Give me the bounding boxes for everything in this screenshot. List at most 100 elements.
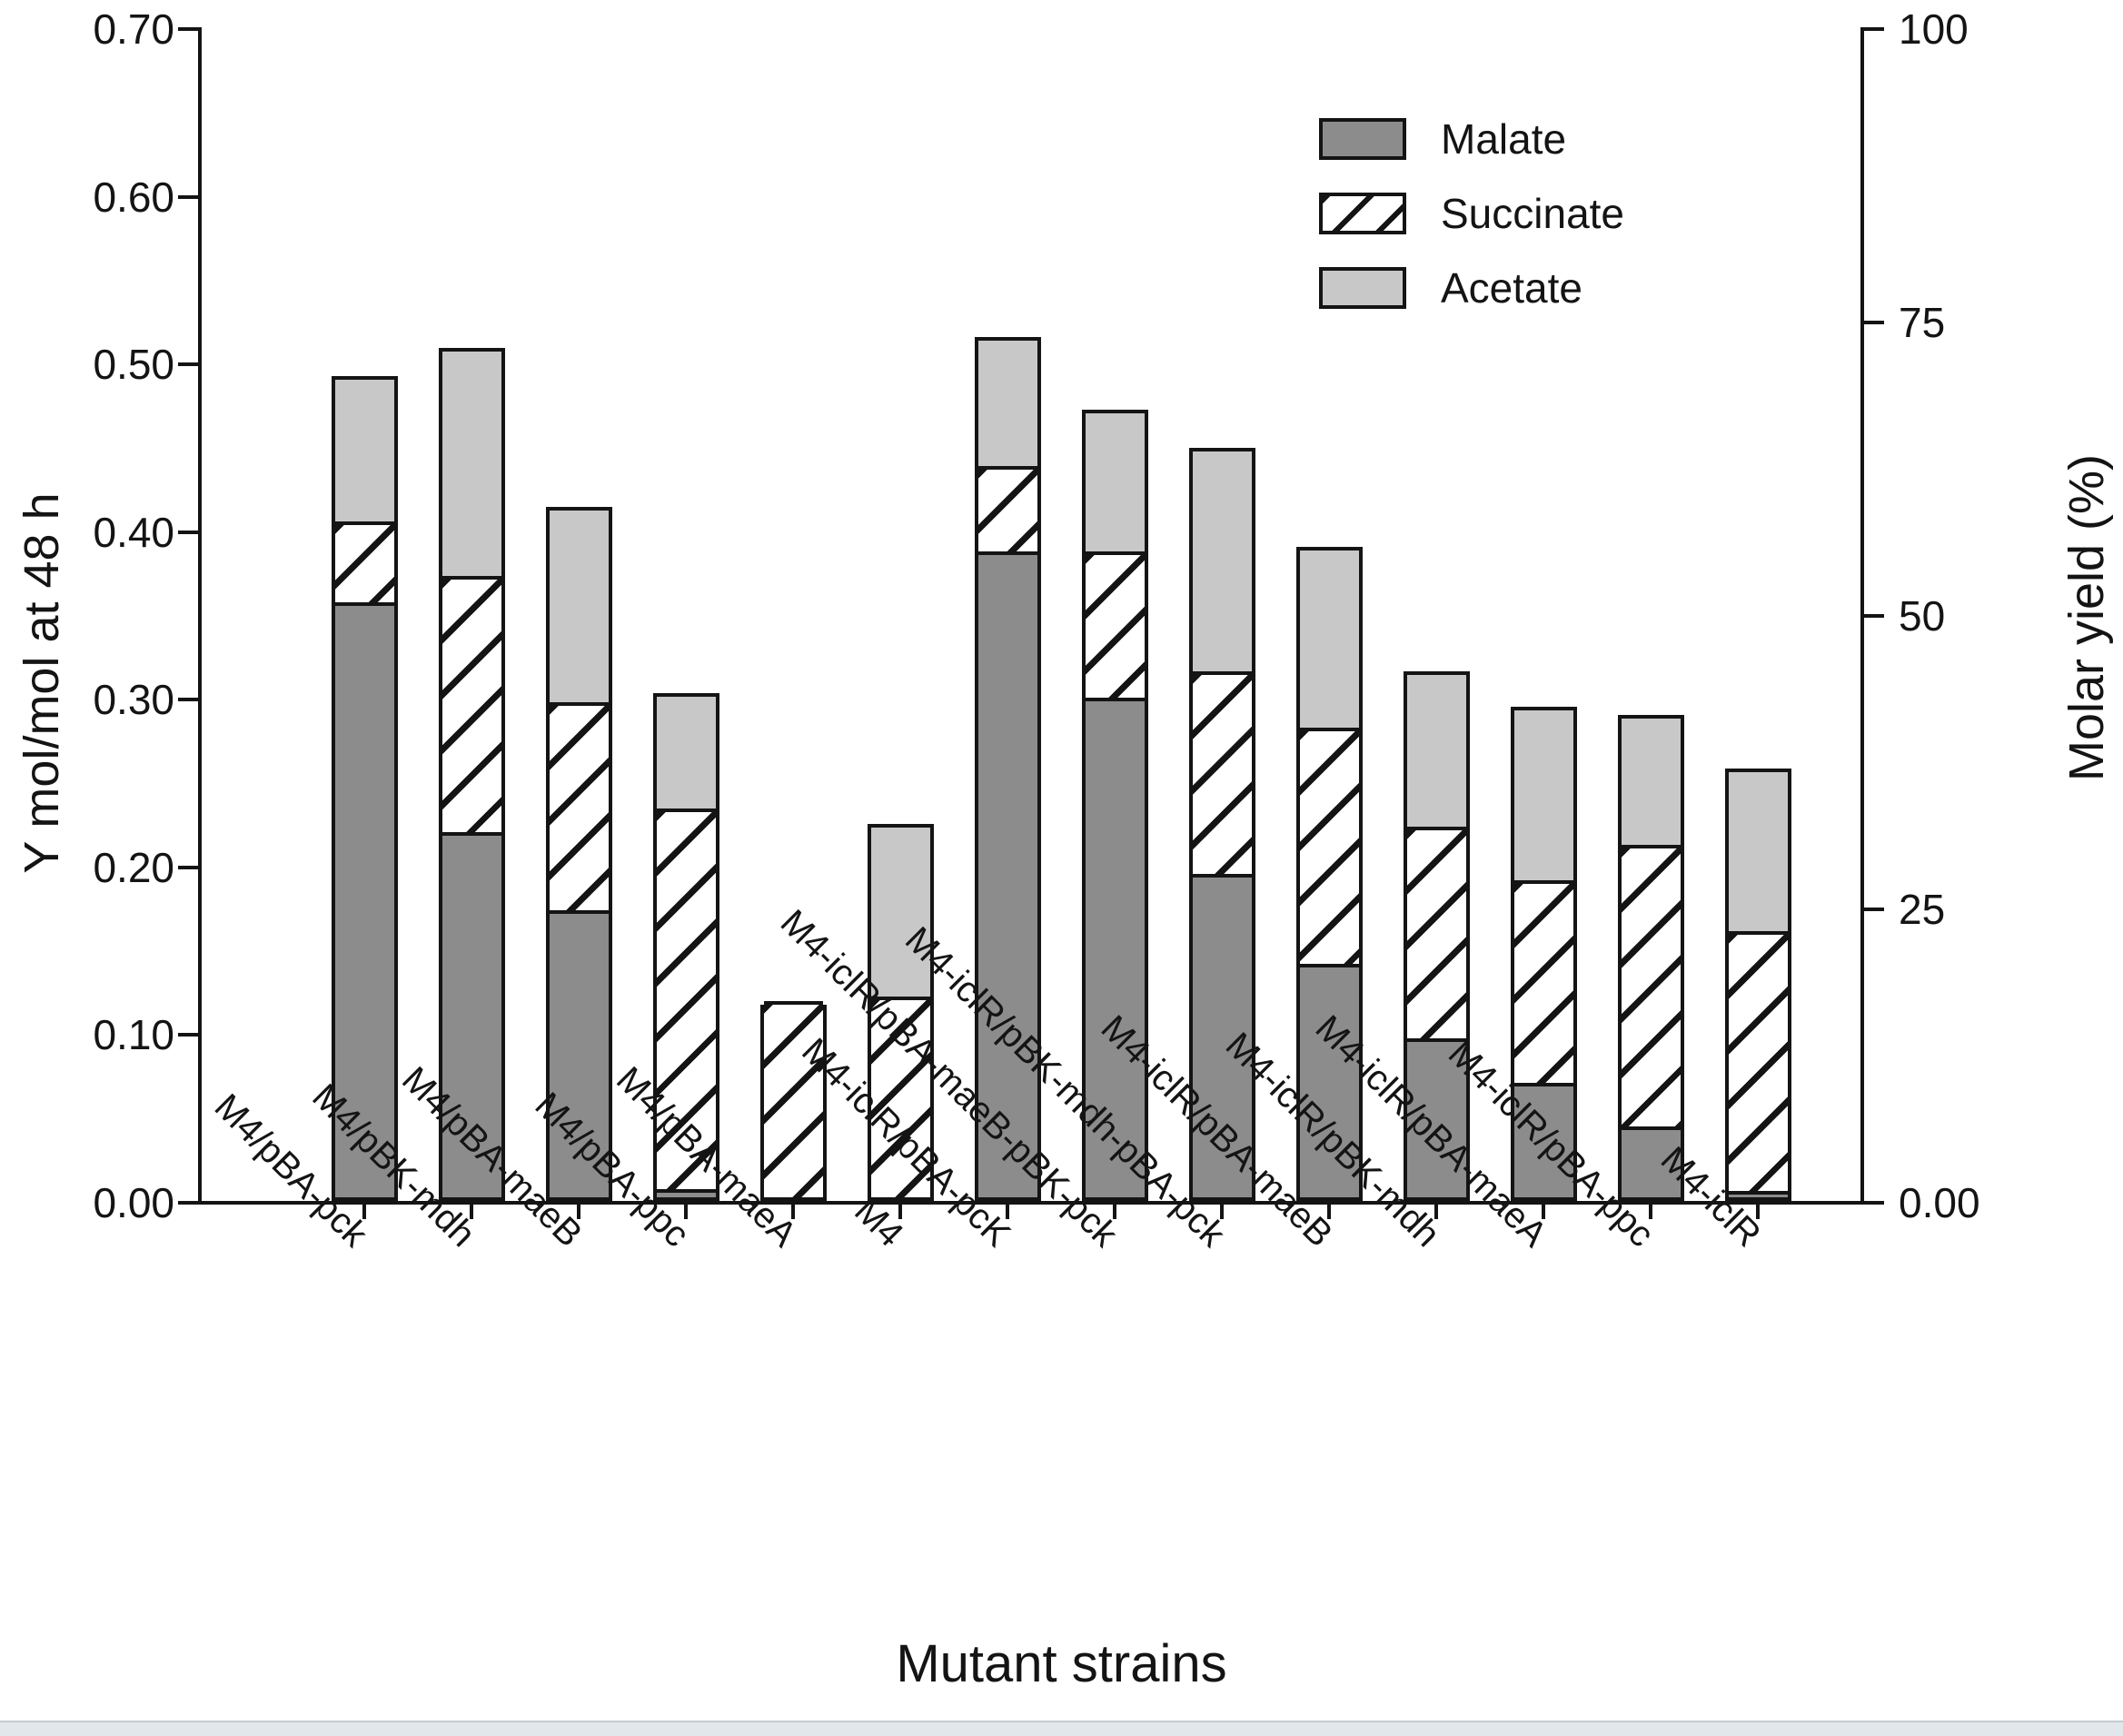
y-right-tick-label: 75	[1899, 299, 1946, 346]
segment-malate	[1407, 1038, 1466, 1197]
x-tick	[791, 1201, 795, 1219]
segment-succinate	[978, 466, 1037, 551]
segment-malate	[978, 551, 1037, 1197]
segment-succinate	[1407, 827, 1466, 1038]
segment-malate	[1193, 874, 1252, 1197]
bar-M4/pBK-mdh	[439, 348, 505, 1201]
x-tick	[1649, 1201, 1652, 1219]
y-right-tick	[1864, 1201, 1884, 1205]
left-axis-title: Y mol/mol at 48 h	[15, 492, 69, 874]
x-tick	[470, 1201, 473, 1219]
bar-M4-iclR/pBK-mdh	[1404, 671, 1470, 1201]
segment-malate	[657, 1189, 716, 1197]
segment-acetate	[1407, 675, 1466, 827]
segment-succinate	[764, 1001, 823, 1197]
bottom-axis-spine	[198, 1201, 1864, 1205]
legend-label: Succinate	[1441, 190, 1625, 237]
segment-malate	[1622, 1126, 1681, 1197]
y-right-tick-label: 0.00	[1899, 1179, 1980, 1226]
x-tick	[1006, 1201, 1009, 1219]
y-left-tick	[178, 1201, 198, 1205]
y-right-tick-label: 100	[1899, 5, 1969, 53]
x-tick	[1327, 1201, 1331, 1219]
y-right-tick	[1864, 908, 1884, 911]
bar-M4-iclR/pBA-ppc	[1618, 715, 1684, 1201]
segment-succinate	[1193, 671, 1252, 874]
segment-malate	[1729, 1191, 1788, 1197]
bar-M4/pBA-pck	[332, 376, 398, 1201]
y-left-tick	[178, 698, 198, 701]
y-right-tick-label: 50	[1899, 592, 1946, 640]
bar-M4-iclR/pBK-mdh-pBA-pck	[1189, 448, 1255, 1201]
x-tick	[684, 1201, 688, 1219]
legend-label: Malate	[1441, 115, 1567, 163]
y-left-tick	[178, 195, 198, 199]
bar-M4-iclR/pBA-pcK	[975, 337, 1041, 1201]
y-left-tick	[178, 866, 198, 869]
y-left-tick-label: 0.50	[93, 341, 174, 388]
bar-M4	[868, 824, 934, 1201]
chart-legend: Malate Succinate Acetate	[1319, 114, 1624, 312]
segment-malate	[442, 832, 501, 1197]
x-tick	[577, 1201, 580, 1219]
segment-acetate	[1086, 413, 1145, 551]
segment-acetate	[871, 828, 930, 997]
segment-acetate	[1622, 719, 1681, 845]
legend-swatch-solid-dark	[1319, 118, 1406, 160]
segment-acetate	[1514, 710, 1573, 880]
legend-item-malate: Malate	[1319, 114, 1624, 164]
y-left-tick-label: 0.00	[93, 1179, 174, 1226]
legend-swatch-hatched	[1319, 193, 1406, 234]
bar-M4-iclR/pBA-maeB	[1296, 547, 1363, 1201]
segment-succinate	[1086, 551, 1145, 698]
segment-malate	[335, 602, 394, 1197]
segment-succinate	[550, 702, 609, 910]
y-left-tick-label: 0.70	[93, 5, 174, 53]
segment-succinate	[871, 997, 930, 1197]
segment-succinate	[1622, 845, 1681, 1126]
bar-M4-iclR/pBA-maeA	[1511, 707, 1577, 1201]
x-tick	[1220, 1201, 1224, 1219]
segment-succinate	[1729, 931, 1788, 1191]
y-left-tick-label: 0.10	[93, 1011, 174, 1058]
y-right-tick	[1864, 27, 1884, 31]
segment-succinate	[657, 808, 716, 1189]
x-tick	[898, 1201, 902, 1219]
segment-acetate	[550, 511, 609, 702]
y-left-tick	[178, 362, 198, 366]
segment-malate	[1086, 698, 1145, 1197]
y-right-tick	[1864, 614, 1884, 618]
segment-malate	[550, 910, 609, 1197]
y-left-tick	[178, 531, 198, 534]
segment-malate	[1514, 1083, 1573, 1197]
segment-succinate	[1514, 880, 1573, 1083]
x-tick	[362, 1201, 366, 1219]
segment-acetate	[657, 697, 716, 808]
segment-acetate	[1300, 551, 1359, 728]
right-axis-spine	[1860, 27, 1864, 1205]
bar-M4/pBA-maeA	[760, 1001, 827, 1201]
y-left-tick-label: 0.60	[93, 174, 174, 221]
x-tick	[1434, 1201, 1438, 1219]
x-tick	[1756, 1201, 1760, 1219]
segment-succinate	[335, 521, 394, 602]
legend-item-succinate: Succinate	[1319, 189, 1624, 238]
y-left-tick-label: 0.20	[93, 844, 174, 891]
legend-label: Acetate	[1441, 264, 1582, 312]
window-bottom-strip	[0, 1721, 2123, 1736]
segment-acetate	[978, 341, 1037, 466]
bar-M4-iclR	[1725, 769, 1791, 1201]
y-left-tick	[178, 27, 198, 31]
segment-succinate	[442, 576, 501, 832]
x-tick	[1542, 1201, 1545, 1219]
segment-acetate	[442, 352, 501, 576]
bar-M4-iclR/pBA-maeB-pBK-pck	[1082, 410, 1148, 1201]
legend-item-acetate: Acetate	[1319, 263, 1624, 312]
right-axis-title: Molar yield (%)	[2059, 453, 2114, 782]
y-left-tick-label: 0.30	[93, 676, 174, 723]
x-axis-title: Mutant strains	[896, 1634, 1227, 1693]
y-left-tick	[178, 1033, 198, 1037]
segment-succinate	[1300, 728, 1359, 964]
